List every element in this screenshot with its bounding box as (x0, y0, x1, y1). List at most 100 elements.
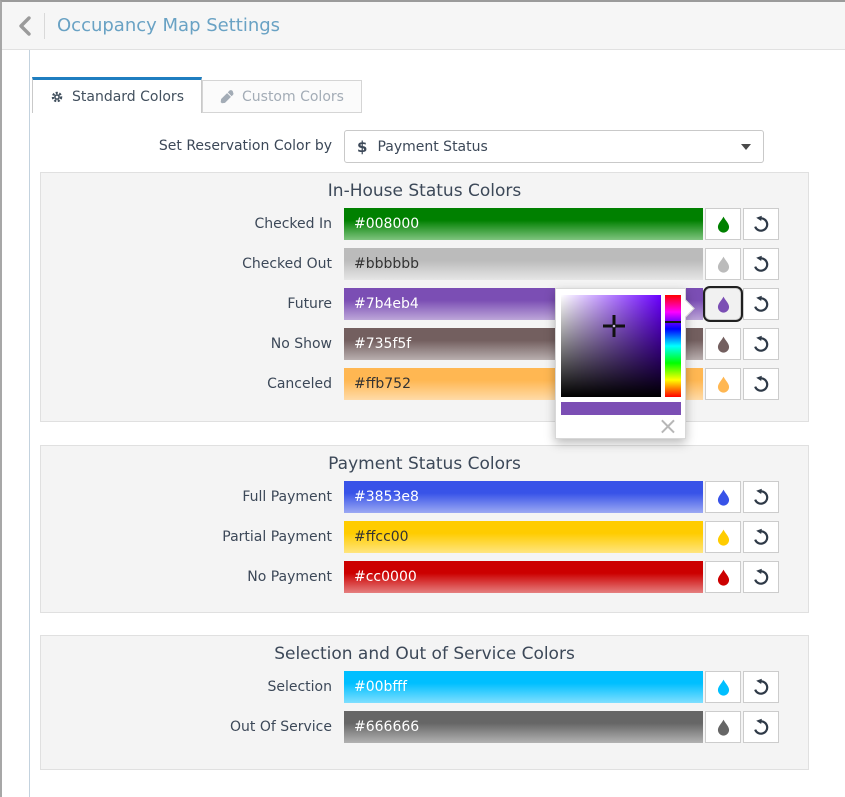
color-picker-button-active[interactable] (705, 288, 741, 320)
hex-value: #bbbbbb (354, 256, 420, 272)
reset-icon (754, 255, 769, 272)
reset-icon (754, 375, 769, 392)
hex-value: #666666 (354, 719, 420, 735)
reset-color-button[interactable] (743, 248, 779, 280)
section-inhouse-status: In-House Status Colors Checked In #00800… (40, 172, 809, 422)
section-title: In-House Status Colors (327, 181, 522, 201)
section-selection-oos: Selection and Out of Service Colors Sele… (40, 635, 809, 770)
color-value-bar[interactable]: #00bfff (344, 671, 703, 703)
section-title: Selection and Out of Service Colors (274, 644, 575, 664)
header-divider (44, 12, 45, 39)
color-picker-button[interactable] (705, 561, 741, 593)
row-label: Checked In (254, 216, 332, 232)
reset-icon (754, 295, 769, 312)
hex-value: #7b4eb4 (354, 296, 419, 312)
selected-option: Payment Status (377, 138, 488, 155)
reset-color-button[interactable] (743, 521, 779, 553)
color-row-no-show: No Show #735f5f (41, 328, 808, 360)
color-picker-button[interactable] (705, 481, 741, 513)
reset-icon (754, 335, 769, 352)
hex-value: #cc0000 (354, 569, 417, 585)
hue-slider-marker[interactable] (665, 321, 681, 323)
droplet-icon (717, 569, 729, 586)
rows-selection: Selection #00bfff Out Of Service #6 (41, 671, 808, 743)
tab-custom-colors[interactable]: Custom Colors (202, 80, 362, 113)
color-value-bar[interactable]: #cc0000 (344, 561, 703, 593)
reset-icon (754, 215, 769, 232)
color-row-out-of-service: Out Of Service #666666 (41, 711, 808, 743)
hex-value: #ffb752 (354, 376, 411, 392)
row-label: No Show (270, 336, 332, 352)
rows-inhouse: Checked In #008000 Checked Out #bbb (41, 208, 808, 400)
color-picker-popup: × (555, 288, 695, 440)
reset-color-button[interactable] (743, 288, 779, 320)
droplet-icon (717, 489, 729, 506)
color-picker-button[interactable] (705, 248, 741, 280)
row-label: Checked Out (242, 256, 332, 272)
row-label: Partial Payment (222, 529, 332, 545)
hue-slider[interactable] (665, 295, 681, 397)
color-value-bar[interactable]: #008000 (344, 208, 703, 240)
color-row-checked-in: Checked In #008000 (41, 208, 808, 240)
color-row-canceled: Canceled #ffb752 (41, 368, 808, 400)
gear-icon (51, 91, 63, 102)
reset-color-button[interactable] (743, 561, 779, 593)
saturation-value-field[interactable] (561, 295, 661, 397)
color-value-bar[interactable]: #bbbbbb (344, 248, 703, 280)
droplet-icon (717, 296, 729, 313)
color-row-selection: Selection #00bfff (41, 671, 808, 703)
color-row-future: Future #7b4eb4 (41, 288, 808, 320)
reset-color-button[interactable] (743, 711, 779, 743)
reset-color-button[interactable] (743, 481, 779, 513)
row-label: Out Of Service (230, 719, 332, 735)
back-button[interactable] (10, 10, 40, 42)
reset-color-button[interactable] (743, 208, 779, 240)
close-icon[interactable]: × (657, 412, 678, 440)
current-color-preview (561, 402, 681, 415)
dollar-icon: $ (357, 137, 368, 156)
row-label: Future (287, 296, 332, 312)
section-payment-status: Payment Status Colors Full Payment #3853… (40, 445, 809, 613)
set-reservation-color-label: Set Reservation Color by (158, 138, 332, 154)
row-label: No Payment (247, 569, 332, 585)
droplet-icon (717, 679, 729, 696)
color-value-bar[interactable]: #ffcc00 (344, 521, 703, 553)
color-row-partial-payment: Partial Payment #ffcc00 (41, 521, 808, 553)
color-picker-button[interactable] (705, 328, 741, 360)
color-picker-button[interactable] (705, 208, 741, 240)
reset-icon (754, 568, 769, 585)
color-picker-button[interactable] (705, 671, 741, 703)
droplet-icon (717, 336, 729, 353)
color-picker-button[interactable] (705, 368, 741, 400)
reset-color-button[interactable] (743, 328, 779, 360)
row-label: Selection (267, 679, 332, 695)
droplet-icon (717, 376, 729, 393)
reset-icon (754, 678, 769, 695)
reservation-color-select[interactable]: $ Payment Status (344, 130, 764, 163)
reset-icon (754, 488, 769, 505)
header-bar: Occupancy Map Settings (2, 2, 845, 50)
chevron-left-icon (19, 15, 31, 36)
color-value-bar[interactable]: #666666 (344, 711, 703, 743)
hex-value: #735f5f (354, 336, 412, 352)
reset-color-button[interactable] (743, 368, 779, 400)
chevron-down-icon (741, 143, 751, 150)
color-row-no-payment: No Payment #cc0000 (41, 561, 808, 593)
color-row-checked-out: Checked Out #bbbbbb (41, 248, 808, 280)
tab-standard-colors[interactable]: Standard Colors (32, 77, 202, 113)
eyedropper-icon (220, 89, 234, 103)
reset-icon (754, 528, 769, 545)
hex-value: #008000 (354, 216, 420, 232)
row-label: Canceled (267, 376, 332, 392)
page-title: Occupancy Map Settings (57, 15, 281, 36)
color-row-full-payment: Full Payment #3853e8 (41, 481, 808, 513)
color-picker-button[interactable] (705, 711, 741, 743)
droplet-icon (717, 719, 729, 736)
row-label: Full Payment (242, 489, 332, 505)
reset-color-button[interactable] (743, 671, 779, 703)
color-picker-button[interactable] (705, 521, 741, 553)
color-value-bar[interactable]: #3853e8 (344, 481, 703, 513)
picker-cursor-crosshair[interactable] (603, 315, 625, 337)
content-panel-edge (29, 50, 30, 797)
